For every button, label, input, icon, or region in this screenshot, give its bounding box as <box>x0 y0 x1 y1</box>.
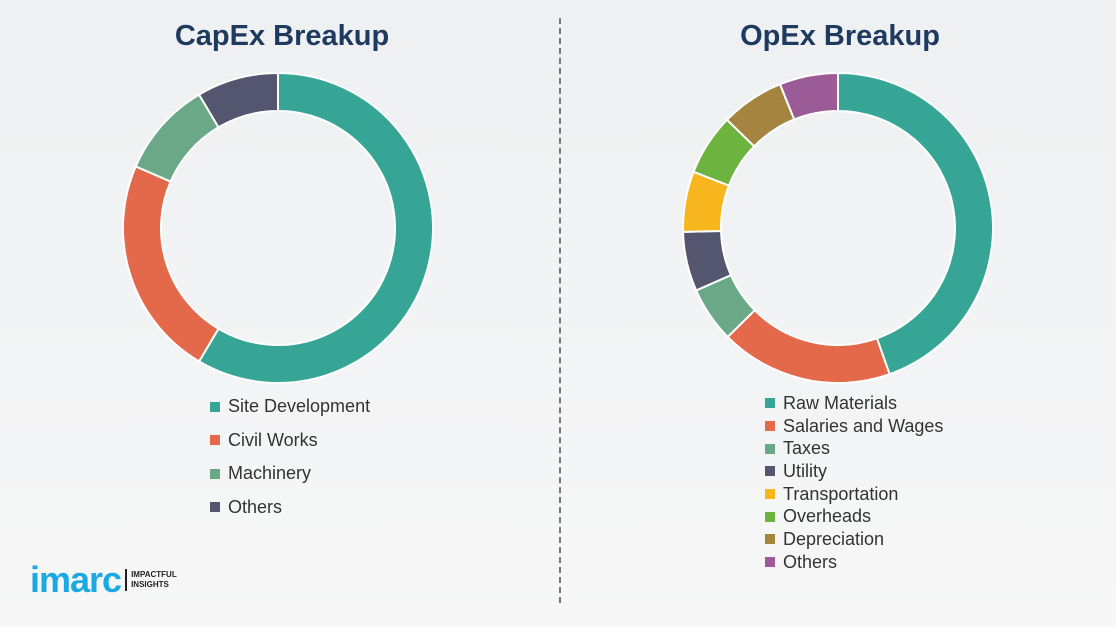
opex-donut <box>682 71 994 384</box>
legend-item: Depreciation <box>765 528 943 551</box>
tagline-1: IMPACTFUL <box>131 570 177 579</box>
legend-label: Machinery <box>228 463 312 484</box>
donut-slice-civil-works <box>122 165 220 363</box>
legend-swatch <box>765 534 775 545</box>
legend-swatch <box>765 443 775 454</box>
legend-swatch <box>765 511 775 522</box>
legend-swatch <box>210 401 220 412</box>
legend-swatch <box>765 398 775 409</box>
legend-label: Site Development <box>228 396 371 417</box>
legend-item: Machinery <box>210 457 370 491</box>
logo-tagline: IMPACTFUL INSIGHTS <box>131 570 177 590</box>
legend-item: Overheads <box>765 505 943 528</box>
legend-item: Civil Works <box>210 424 370 458</box>
donut-slice-others <box>197 71 279 129</box>
legend-label: Utility <box>783 460 827 481</box>
legend-swatch <box>210 468 220 479</box>
donut-slice-salaries-and-wages <box>726 308 891 384</box>
legend-label: Transportation <box>783 483 899 504</box>
legend-item: Raw Materials <box>765 392 943 415</box>
legend-label: Others <box>228 496 283 517</box>
legend-item: Site Development <box>210 390 370 424</box>
legend-label: Salaries and Wages <box>783 415 944 436</box>
capex-donut <box>122 71 434 384</box>
legend-label: Overheads <box>783 506 872 527</box>
legend-item: Utility <box>765 460 943 483</box>
capex-title: CapEx Breakup <box>174 20 390 52</box>
capex-legend: Site Development Civil Works Machinery Othe… <box>210 390 370 524</box>
imarc-logo: imarc IMPACTFUL INSIGHTS <box>30 562 177 598</box>
donut-slice-others <box>778 71 839 121</box>
donut-slice-raw-materials <box>837 71 994 376</box>
opex-title: OpEx Breakup <box>740 20 940 52</box>
legend-swatch <box>210 502 220 513</box>
divider <box>559 18 561 603</box>
legend-label: Civil Works <box>228 429 318 450</box>
logo-word: imarc <box>30 559 122 600</box>
legend-swatch <box>765 489 775 500</box>
legend-label: Taxes <box>783 438 831 459</box>
legend-item: Others <box>765 551 943 574</box>
legend-swatch <box>765 557 775 568</box>
legend-item: Transportation <box>765 483 943 506</box>
legend-item: Taxes <box>765 437 943 460</box>
legend-label: Depreciation <box>783 528 885 549</box>
legend-label: Raw Materials <box>783 392 898 413</box>
legend-swatch <box>210 435 220 446</box>
donut-slice-site-development <box>197 71 434 384</box>
opex-legend: Raw Materials Salaries and Wages Taxes Util… <box>765 392 943 574</box>
legend-swatch <box>765 466 775 477</box>
legend-item: Others <box>210 491 370 525</box>
logo-separator <box>125 569 128 591</box>
tagline-2: INSIGHTS <box>131 580 169 589</box>
legend-swatch <box>765 421 775 432</box>
legend-item: Salaries and Wages <box>765 415 943 438</box>
legend-label: Others <box>783 551 838 572</box>
